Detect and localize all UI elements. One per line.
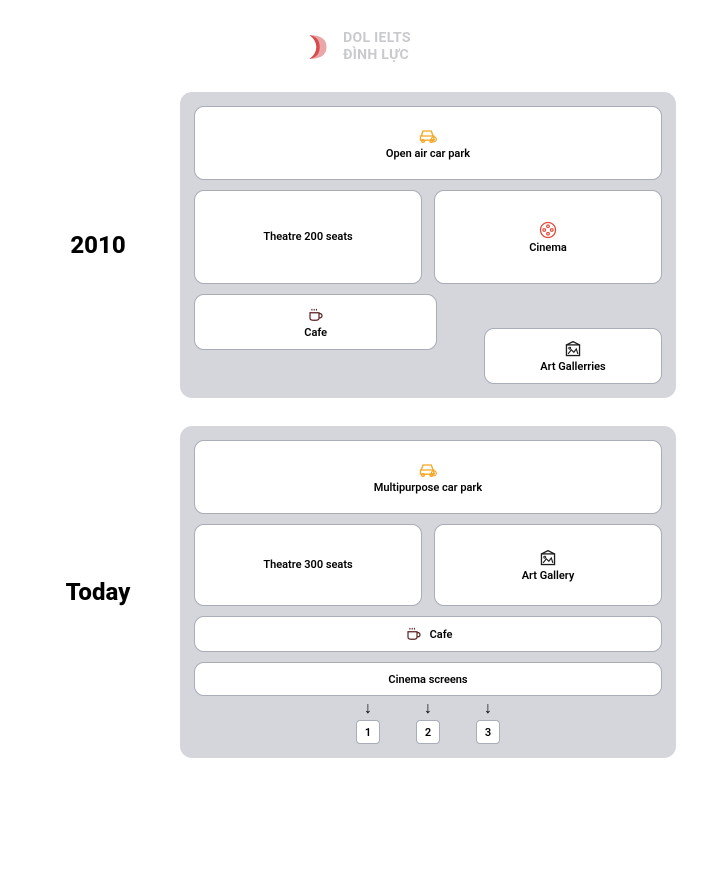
theatre-today-card: Theatre 300 seats — [194, 524, 422, 606]
section-2010: 2010 Open air car park Theatre 200 seats… — [0, 78, 712, 412]
logo-text: DOL IELTS ĐÌNH LỰC — [343, 30, 411, 64]
arrow-down-icon: ↓ — [484, 700, 492, 720]
logo-line2: ĐÌNH LỰC — [343, 47, 411, 64]
screen-3-box: 3 — [476, 720, 500, 744]
cafe-2010-card: Cafe — [194, 294, 437, 350]
year-today-label: Today — [36, 578, 160, 606]
screen-3: ↓ 3 — [476, 700, 500, 744]
cafe-2010-label: Cafe — [304, 326, 327, 339]
cinema-screens-row: ↓ 1 ↓ 2 ↓ 3 — [194, 696, 662, 744]
gallery-icon — [563, 340, 583, 358]
cafe-today-card: Cafe — [194, 616, 662, 652]
carpark-2010-label: Open air car park — [386, 147, 470, 160]
logo-line1: DOL IELTS — [343, 30, 411, 47]
cinema-2010-label: Cinema — [529, 241, 567, 254]
carpark-today-card: Multipurpose car park — [194, 440, 662, 514]
arrow-down-icon: ↓ — [364, 700, 372, 720]
screen-2-box: 2 — [416, 720, 440, 744]
year-2010-label: 2010 — [36, 231, 160, 259]
cafe-today-label: Cafe — [430, 628, 453, 641]
cinema-2010-card: Cinema — [434, 190, 662, 284]
cinema-today-label: Cinema screens — [388, 673, 467, 686]
gallery-2010-label: Art Gallerries — [540, 360, 605, 373]
car-icon — [418, 461, 438, 479]
gallery-today-label: Art Gallery — [522, 569, 575, 582]
gallery-2010-card: Art Gallerries — [484, 328, 662, 384]
arrow-down-icon: ↓ — [424, 700, 432, 720]
theatre-today-label: Theatre 300 seats — [263, 558, 352, 571]
cinema-today-card: Cinema screens — [194, 662, 662, 696]
logo-mark-icon — [301, 30, 335, 64]
theatre-2010-label: Theatre 200 seats — [263, 230, 352, 243]
theatre-2010-card: Theatre 200 seats — [194, 190, 422, 284]
cinema-icon — [538, 221, 558, 239]
screen-1: ↓ 1 — [356, 700, 380, 744]
screen-2: ↓ 2 — [416, 700, 440, 744]
logo-block: DOL IELTS ĐÌNH LỰC — [0, 0, 712, 78]
section-today: Today Multipurpose car park Theatre 300 … — [0, 412, 712, 772]
gallery-icon — [538, 549, 558, 567]
panel-2010: Open air car park Theatre 200 seats Cine… — [180, 92, 676, 398]
carpark-2010-card: Open air car park — [194, 106, 662, 180]
gallery-today-card: Art Gallery — [434, 524, 662, 606]
cafe-icon — [404, 625, 424, 643]
screen-1-box: 1 — [356, 720, 380, 744]
panel-today: Multipurpose car park Theatre 300 seats … — [180, 426, 676, 758]
cafe-icon — [306, 306, 326, 324]
carpark-today-label: Multipurpose car park — [374, 481, 482, 494]
car-icon — [418, 127, 438, 145]
